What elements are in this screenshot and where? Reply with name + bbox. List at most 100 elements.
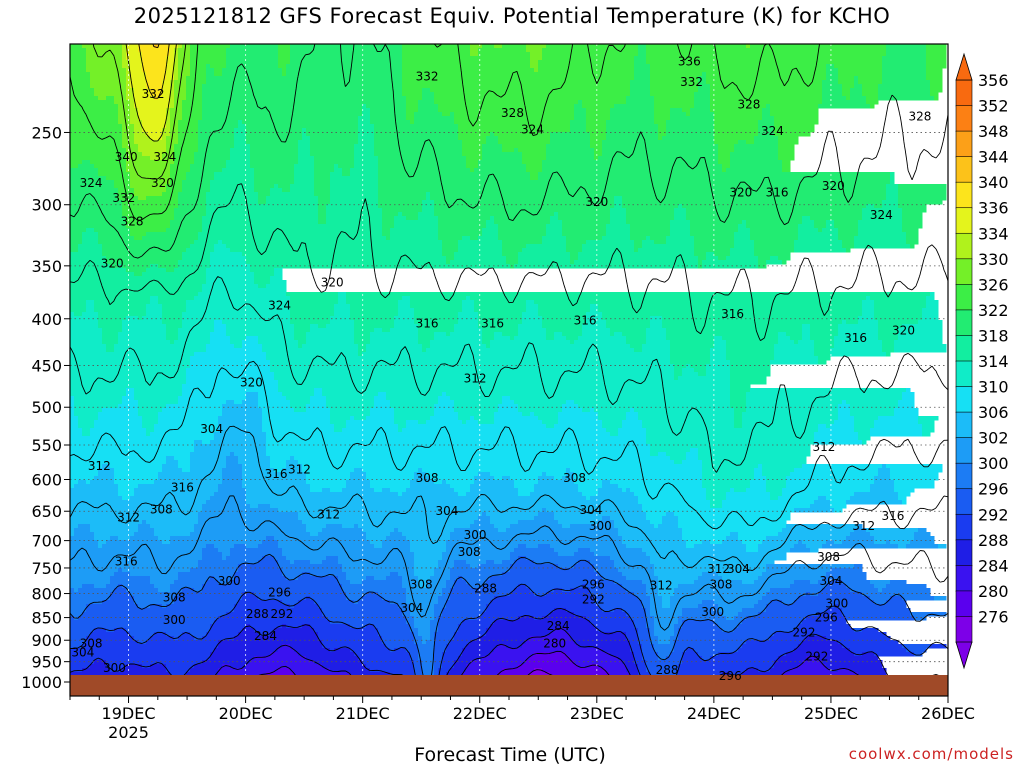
colorbar-label: 326: [978, 275, 1009, 294]
contour-label: 304: [819, 574, 842, 588]
contour-label: 308: [416, 471, 439, 485]
contour-label: 296: [268, 586, 291, 600]
colorbar-segment: [955, 565, 973, 592]
contour-line-320: [70, 183, 948, 341]
contour-label: 312: [464, 371, 487, 385]
contour-label: 308: [150, 502, 173, 516]
colorbar-segment: [955, 284, 973, 311]
contour-line-328: [70, 44, 820, 221]
contour-label: 320: [240, 376, 263, 390]
contour-line-324: [70, 44, 948, 259]
colorbar-segment: [955, 156, 973, 183]
contour-label: 316: [882, 509, 905, 523]
x-axis-label: Forecast Time (UTC): [414, 744, 606, 766]
contour-label: 324: [80, 176, 103, 190]
x-tick-label: 22DEC: [453, 704, 507, 723]
colorbar-label: 302: [978, 429, 1009, 448]
colorbar-label: 322: [978, 301, 1009, 320]
colorbar-segment: [955, 258, 973, 286]
contour-label: 320: [151, 176, 174, 190]
contour-label: 300: [163, 613, 186, 627]
colorbar-segment: [955, 232, 973, 260]
contour-label: 324: [268, 299, 291, 313]
contour-label: 324: [761, 124, 784, 138]
y-tick-label: 350: [31, 257, 62, 276]
contour-label: 312: [317, 507, 340, 521]
contour-label: 308: [709, 578, 732, 592]
contour-label: 304: [71, 645, 94, 659]
contour-label: 312: [288, 462, 311, 476]
contour-label: 288: [656, 663, 679, 677]
contour-line-336: [125, 44, 177, 142]
contour-label: 332: [416, 69, 439, 83]
colorbar-segment: [955, 411, 973, 439]
contour-label: 316: [115, 555, 138, 569]
contour-label: 312: [707, 562, 730, 576]
contour-label: 292: [270, 607, 293, 621]
contour-label: 292: [582, 592, 605, 606]
contour-label: 328: [908, 109, 931, 123]
colorbar-label: 334: [978, 224, 1009, 243]
y-tick-label: 750: [31, 559, 62, 578]
contour-label: 304: [400, 601, 423, 615]
colorbar-label: 296: [978, 480, 1009, 499]
contour-label: 308: [163, 590, 186, 604]
contour-label: 308: [563, 471, 586, 485]
contour-label: 308: [817, 550, 840, 564]
y-tick-label: 550: [31, 436, 62, 455]
contour-label: 300: [218, 574, 241, 588]
colorbar-segment: [955, 335, 973, 362]
colorbar-label: 352: [978, 97, 1009, 116]
contour-label: 312: [852, 519, 875, 533]
x-tick-label: 21DEC: [336, 704, 390, 723]
x-tick-label: 24DEC: [687, 704, 741, 723]
contour-label: 328: [501, 106, 524, 120]
colorbar-segment: [955, 513, 973, 541]
contour-label: 316: [721, 307, 744, 321]
x-tick-label: 25DEC: [804, 704, 858, 723]
contour-label: 292: [793, 626, 816, 640]
colorbar-segment: [955, 462, 973, 490]
contour-label: 316: [416, 317, 439, 331]
contour-label: 332: [112, 191, 135, 205]
colorbar-segment: [955, 130, 973, 158]
colorbar-label: 280: [978, 582, 1009, 601]
x-tick-label: 19DEC: [102, 704, 156, 723]
contour-label: 308: [80, 637, 103, 651]
contour-label: 304: [727, 562, 750, 576]
y-tick-label: 700: [31, 532, 62, 551]
colorbar-segment: [955, 309, 973, 337]
contour-line-304: [70, 495, 948, 631]
contour-label: 316: [171, 480, 194, 494]
contour-label: 300: [103, 661, 126, 675]
x-tick-label: 23DEC: [570, 704, 624, 723]
contour-line-340: [138, 44, 170, 99]
colorbar-segment: [955, 590, 973, 618]
y-tick-label: 900: [31, 631, 62, 650]
y-tick-label: 250: [31, 123, 62, 142]
colorbar-extend-bottom: [955, 641, 973, 670]
contour-label: 312: [812, 440, 835, 454]
y-tick-label: 650: [31, 502, 62, 521]
contour-label: 300: [825, 596, 848, 610]
contour-label: 320: [101, 257, 124, 271]
colorbar-label: 306: [978, 403, 1009, 422]
y-tick-label: 450: [31, 356, 62, 375]
x-tick-label: 26DEC: [921, 704, 975, 723]
colorbar-segment: [955, 539, 973, 567]
colorbar-segment: [955, 360, 973, 388]
contour-label: 320: [321, 275, 344, 289]
y-tick-label: 500: [31, 398, 62, 417]
x-year-label: 2025: [108, 723, 149, 742]
colorbar-segment: [955, 181, 973, 209]
contour-label: 312: [117, 510, 140, 524]
contour-line-292: [70, 608, 944, 681]
chart-title: 2025121812 GFS Forecast Equiv. Potential…: [133, 4, 891, 28]
y-tick-label: 850: [31, 609, 62, 628]
x-axis: 19DEC 20DEC 21DEC 22DEC 23DEC 24DEC 25DEC 26DEC…: [69, 696, 975, 742]
y-tick-label: 300: [31, 196, 62, 215]
contour-line-316: [70, 276, 948, 473]
contour-label: 284: [547, 619, 570, 633]
contour-label: 292: [805, 650, 828, 664]
